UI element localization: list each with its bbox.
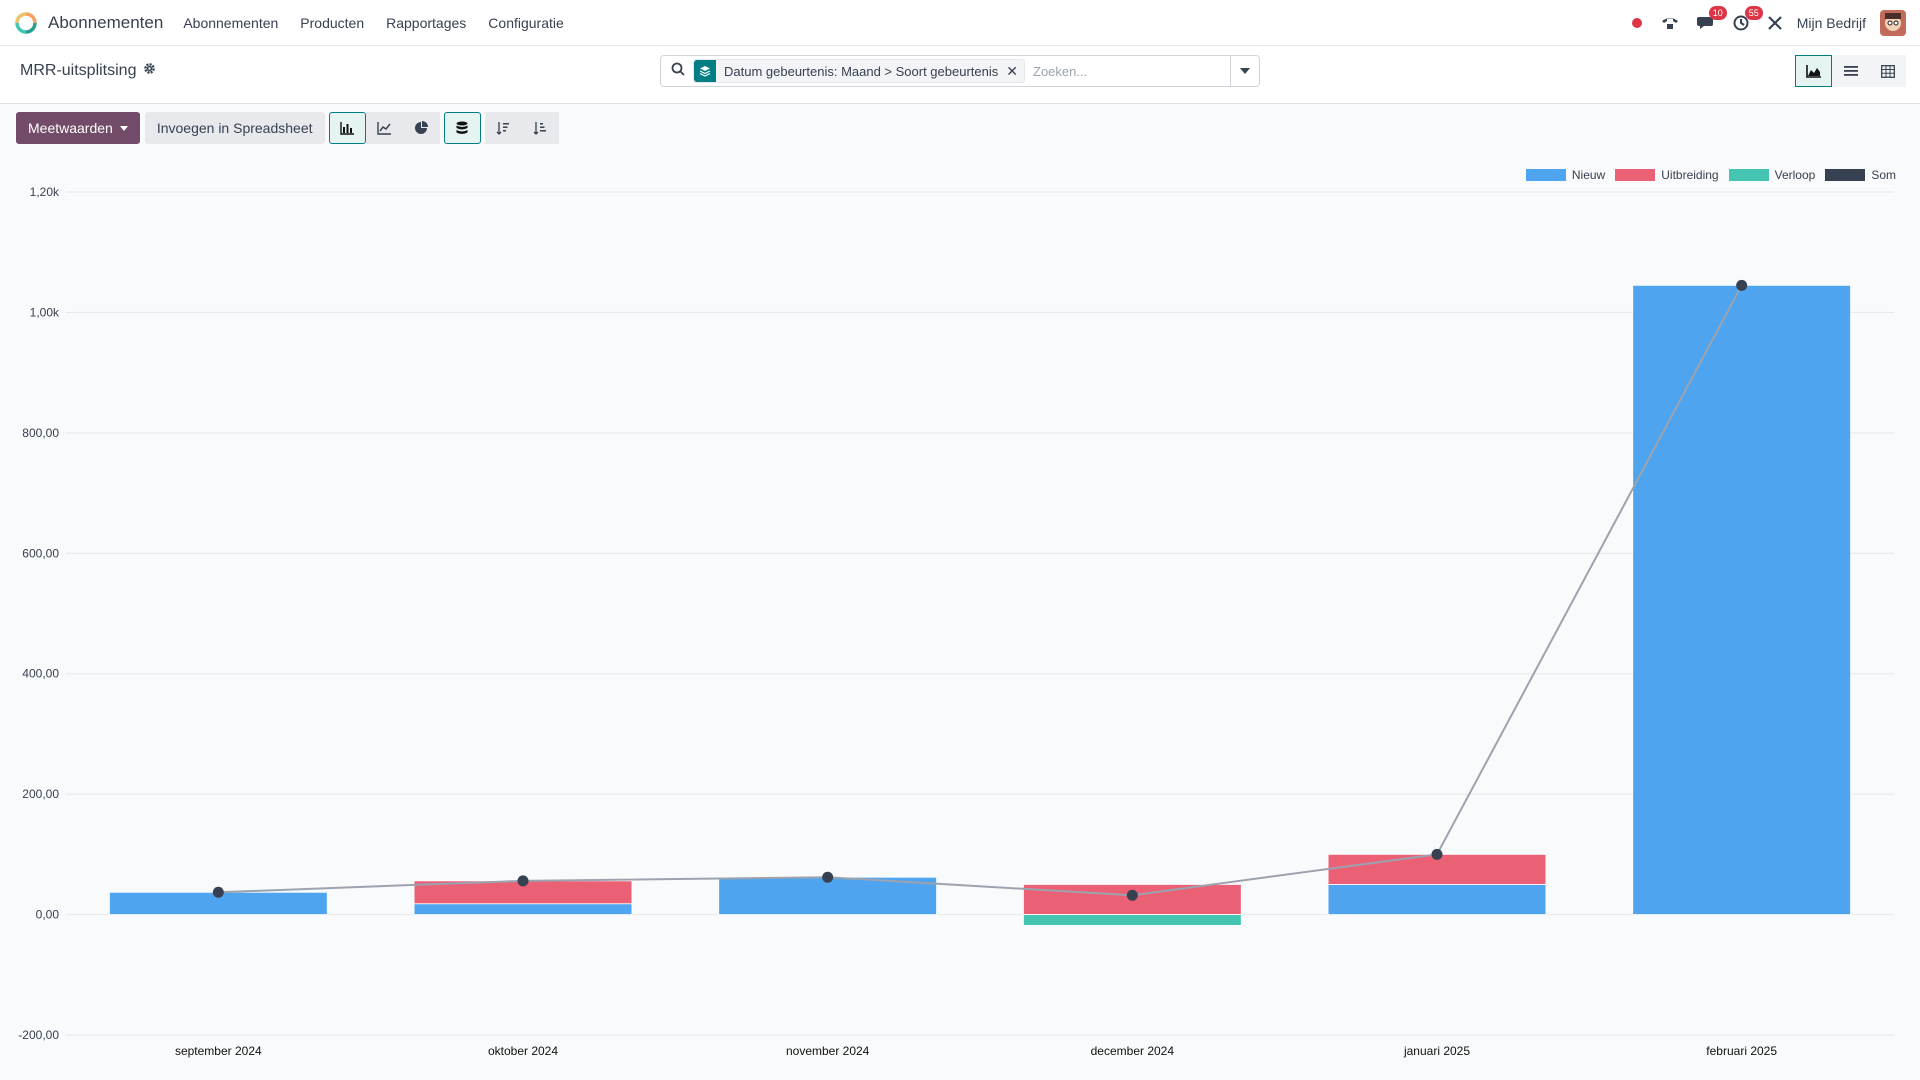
line-chart-icon[interactable] <box>365 112 403 144</box>
tools-icon[interactable] <box>1767 15 1783 31</box>
bar-nieuw <box>413 903 633 915</box>
x-tick-label: januari 2025 <box>1403 1044 1470 1058</box>
stack-group <box>443 112 481 144</box>
bar-chart-icon[interactable] <box>328 112 366 144</box>
close-icon[interactable]: ✕ <box>1006 62 1018 79</box>
legend-label-som: Som <box>1871 168 1896 182</box>
menu-rapportages[interactable]: Rapportages <box>386 14 467 31</box>
legend-swatch-uitbreiding <box>1615 169 1656 181</box>
top-navbar: Abonnementen Abonnementen Producten Rapp… <box>0 0 1920 46</box>
legend-label-nieuw: Nieuw <box>1571 168 1606 182</box>
navbar-systray: 10 55 Mijn Bedrijf <box>1613 0 1906 46</box>
x-tick-label: september 2024 <box>175 1044 262 1058</box>
list-view-button[interactable] <box>1832 55 1869 87</box>
graph-view-button[interactable] <box>1795 55 1832 87</box>
user-avatar[interactable] <box>1880 10 1906 36</box>
legend-swatch-nieuw <box>1525 169 1566 181</box>
view-switcher <box>1795 55 1906 87</box>
insert-spreadsheet-button[interactable]: Invoegen in Spreadsheet <box>144 112 325 144</box>
menu-abonnementen[interactable]: Abonnementen <box>183 14 279 31</box>
app-logo-icon[interactable] <box>14 11 38 35</box>
legend-item-som[interactable]: Som <box>1825 168 1896 182</box>
chat-badge: 10 <box>1708 6 1727 20</box>
som-point <box>1126 889 1138 901</box>
stacked-database-icon[interactable] <box>443 112 481 144</box>
y-tick-label: 1,00k <box>30 305 60 319</box>
layers-icon <box>694 60 716 82</box>
control-panel: MRR-uitsplitsing Datum gebeurtenis: Maan… <box>0 46 1920 104</box>
gear-icon[interactable] <box>143 62 156 80</box>
activity-badge: 55 <box>1744 6 1763 20</box>
mrr-bar-chart: 1,20k 1,00k 800,00 600,00 400,00 200,00 0,00 -2… <box>18 185 1894 1058</box>
y-tick-label: 200,00 <box>22 787 59 801</box>
chevron-down-icon[interactable] <box>1230 56 1259 86</box>
bar-verloop <box>1023 914 1242 926</box>
phone-icon[interactable] <box>1661 15 1679 31</box>
app-name[interactable]: Abonnementen <box>48 12 164 32</box>
chart-type-group <box>328 112 440 144</box>
x-tick-label: november 2024 <box>786 1044 870 1058</box>
page-title: MRR-uitsplitsing <box>20 62 137 79</box>
sort-ascending-icon[interactable] <box>521 112 559 144</box>
legend-item-nieuw[interactable]: Nieuw <box>1525 168 1606 182</box>
legend-label-verloop: Verloop <box>1774 168 1816 182</box>
pivot-view-button[interactable] <box>1869 55 1906 87</box>
activity-clock-icon[interactable]: 55 <box>1733 6 1763 31</box>
y-tick-label: 600,00 <box>22 546 59 560</box>
search-facet: Datum gebeurtenis: Maand > Soort gebeurt… <box>693 59 1025 83</box>
pie-chart-icon[interactable] <box>402 112 440 144</box>
bar-nieuw <box>1632 284 1851 915</box>
legend-item-uitbreiding[interactable]: Uitbreiding <box>1615 168 1719 182</box>
recording-dot-icon[interactable] <box>1631 17 1643 29</box>
som-point <box>212 886 224 898</box>
search-bar: Datum gebeurtenis: Maand > Soort gebeurt… <box>660 55 1260 87</box>
bar-nieuw <box>1327 884 1547 915</box>
som-point <box>822 871 834 883</box>
chart-legend: Nieuw Uitbreiding Verloop Som <box>1516 168 1896 182</box>
som-point <box>1736 279 1748 291</box>
legend-swatch-verloop <box>1728 169 1769 181</box>
y-tick-label: 400,00 <box>22 667 59 681</box>
legend-label-uitbreiding: Uitbreiding <box>1661 168 1719 182</box>
som-line <box>218 284 1743 897</box>
sort-descending-icon[interactable] <box>484 112 522 144</box>
chat-icon[interactable]: 10 <box>1696 6 1727 31</box>
som-point <box>517 875 529 887</box>
graph-toolbar: Meetwaarden Invoegen in Spreadsheet <box>16 112 559 144</box>
y-tick-label: 800,00 <box>22 426 59 440</box>
legend-item-verloop[interactable]: Verloop <box>1728 168 1816 182</box>
measures-dropdown-button[interactable]: Meetwaarden <box>16 112 140 144</box>
menu-configuratie[interactable]: Configuratie <box>488 14 564 31</box>
x-tick-label: februari 2025 <box>1706 1044 1777 1058</box>
sort-group <box>484 112 559 144</box>
y-tick-label: 0,00 <box>36 908 60 922</box>
search-input[interactable] <box>1031 62 1230 80</box>
x-tick-label: oktober 2024 <box>488 1044 558 1058</box>
y-tick-label: 1,20k <box>30 185 60 199</box>
facet-label: Datum gebeurtenis: Maand > Soort gebeurt… <box>724 63 999 79</box>
breadcrumb: MRR-uitsplitsing <box>20 62 156 80</box>
company-switcher[interactable]: Mijn Bedrijf <box>1796 15 1866 31</box>
measures-label: Meetwaarden <box>28 120 113 136</box>
search-icon <box>671 62 685 81</box>
legend-swatch-som <box>1825 169 1866 181</box>
bar-nieuw <box>718 876 937 915</box>
y-tick-label: -200,00 <box>18 1028 59 1042</box>
menu-producten[interactable]: Producten <box>300 14 365 31</box>
som-point <box>1431 848 1443 860</box>
caret-down-icon <box>119 125 128 131</box>
x-tick-label: december 2024 <box>1091 1044 1175 1058</box>
